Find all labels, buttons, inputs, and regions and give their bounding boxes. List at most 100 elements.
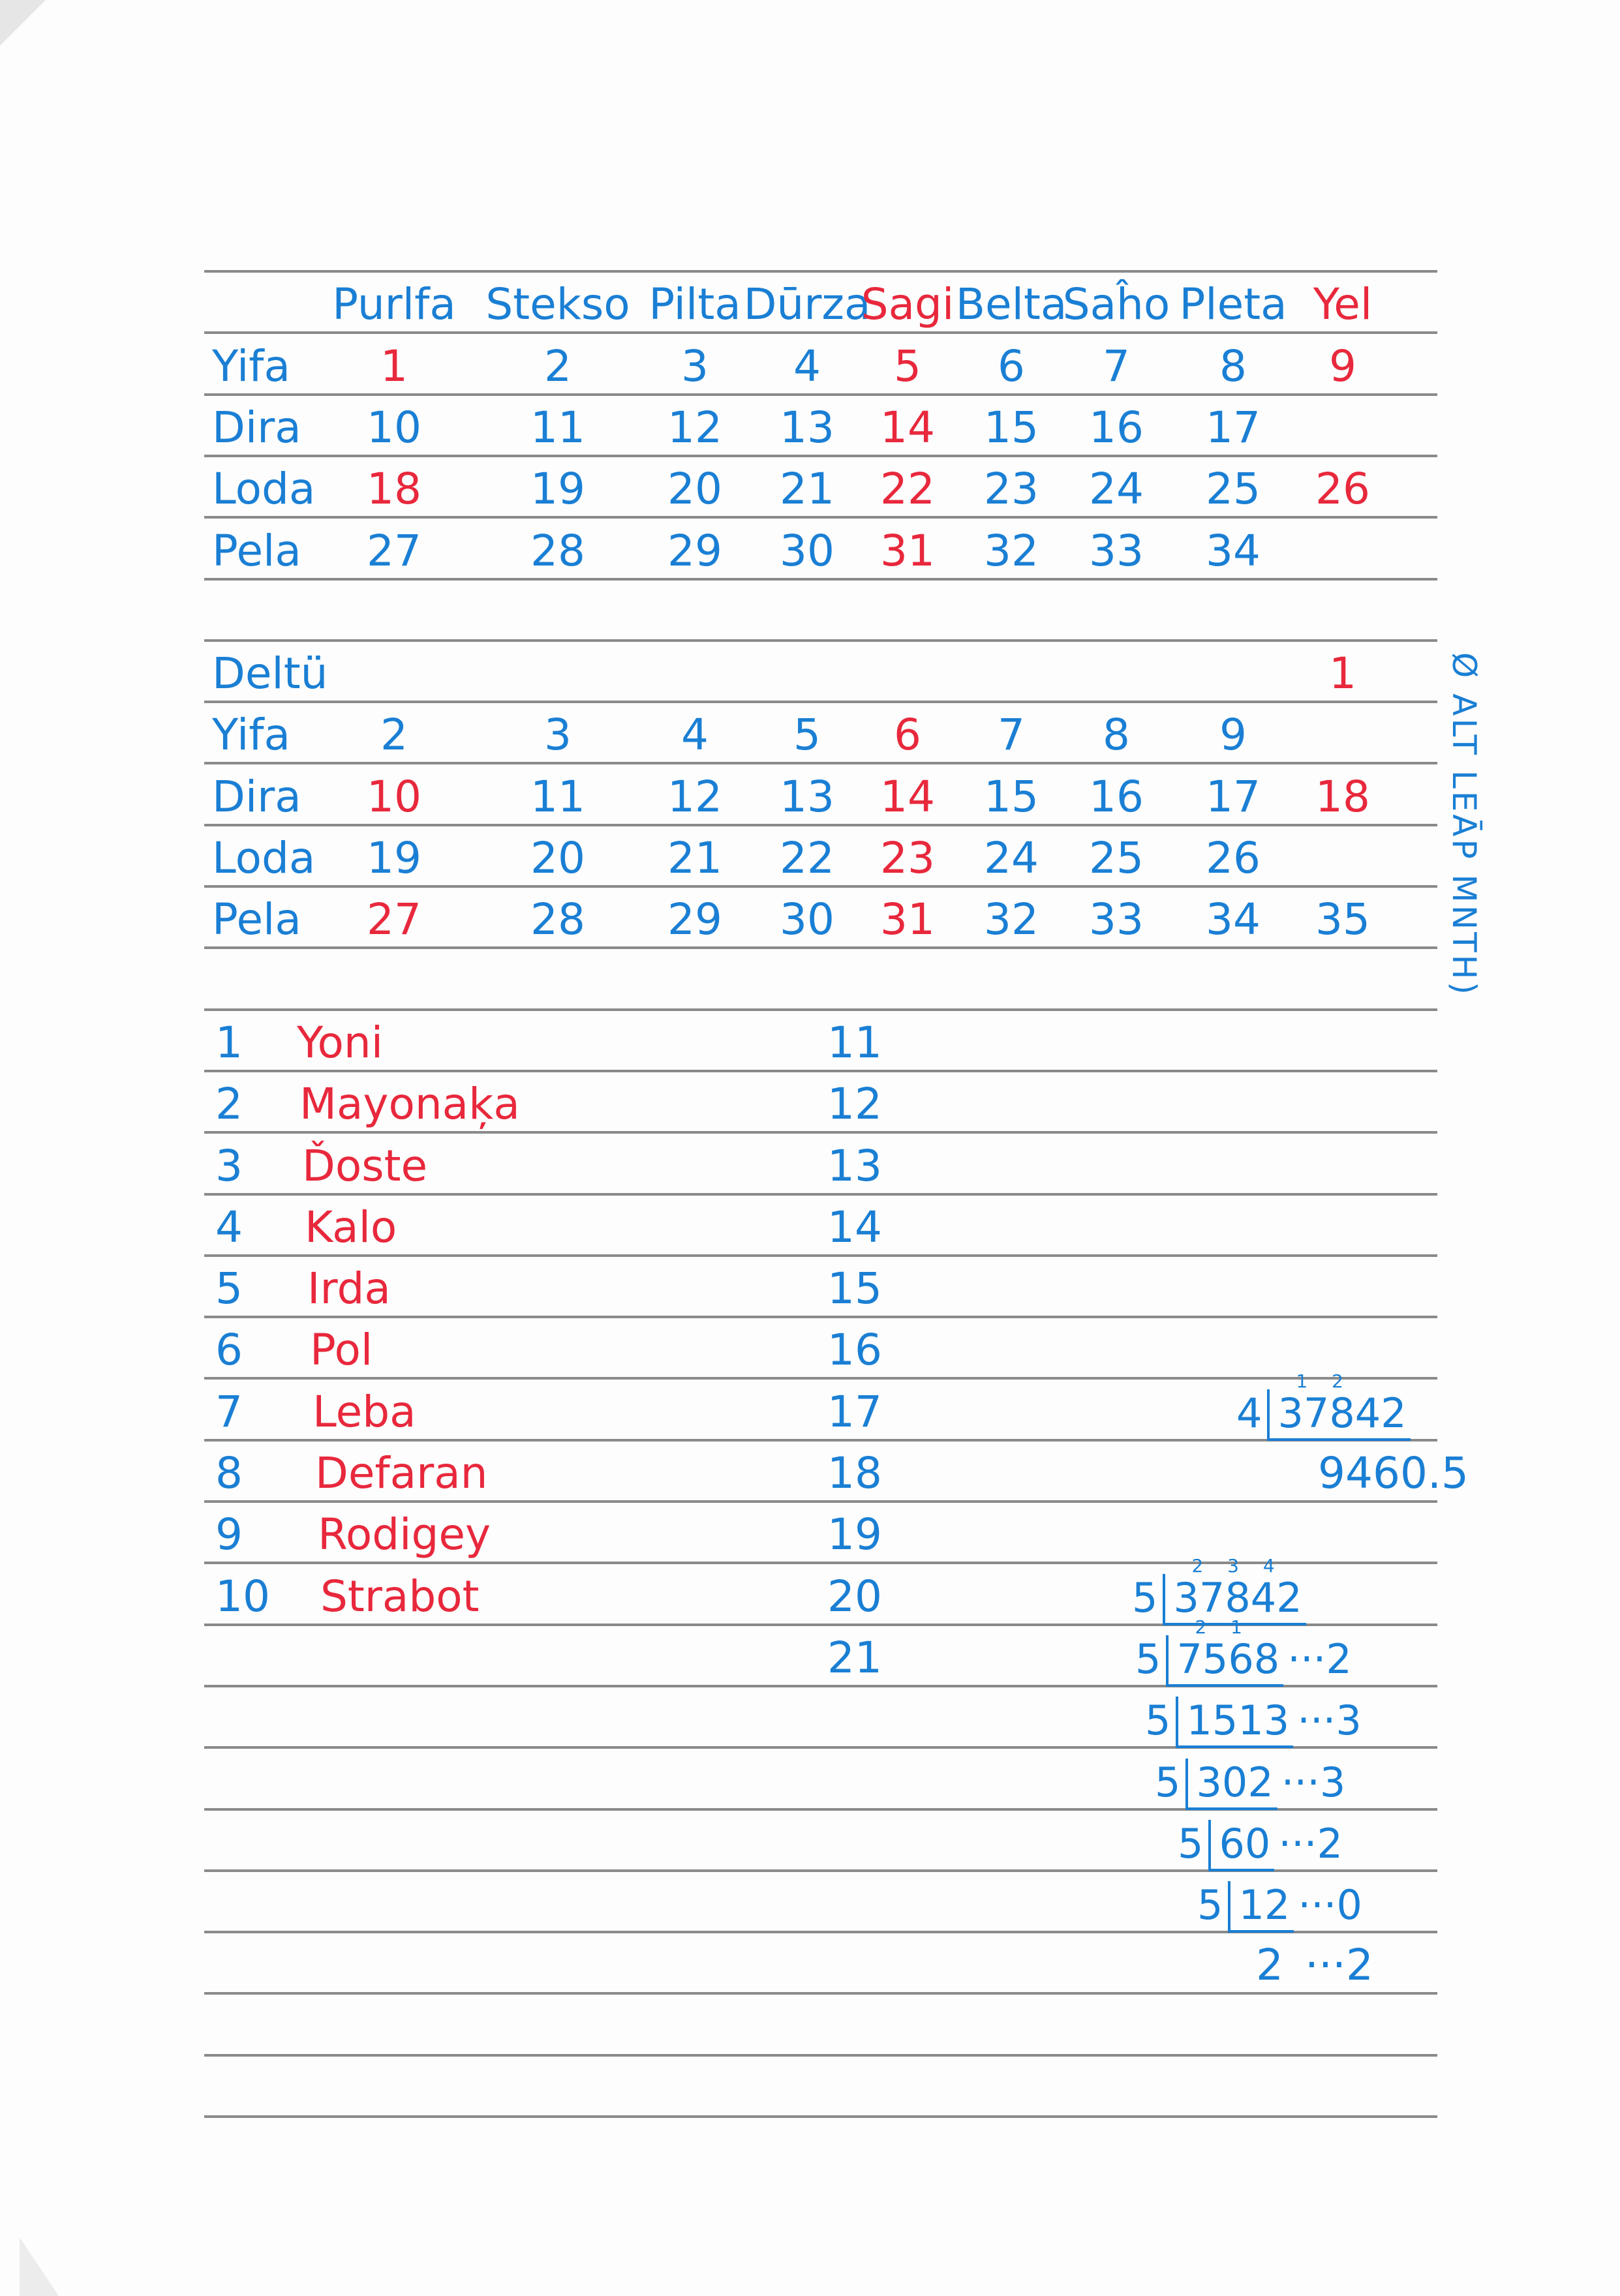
day-number: 4 [793,340,821,391]
divisor: 5 [1178,1819,1204,1867]
base5-division-step: 5 60 ···2 [1178,1819,1343,1871]
day-number: 3 [681,340,709,391]
ruled-line [204,331,1437,335]
day-number: 1 [380,340,408,391]
divisor: 5 [1135,1635,1161,1683]
day-number: 13 [780,771,834,822]
dividend-value: 1513 [1186,1697,1290,1745]
day-number: 22 [780,833,834,883]
day-number: 18 [1315,771,1370,822]
ruled-line [204,1438,1437,1442]
weekday-header: Saĥo [1062,279,1170,330]
day-number: 1 [1329,648,1356,699]
ruled-line [204,639,1437,642]
day-number: 32 [984,525,1039,576]
day-number: 31 [880,525,935,576]
ruled-line [204,454,1437,457]
dividend: 302 [1185,1758,1277,1810]
day-number: 17 [1206,402,1261,453]
ruled-line [204,1316,1437,1319]
day-number: 2 [544,340,572,391]
day-number: 24 [1089,464,1144,515]
ruled-line [204,270,1437,273]
ruled-line [204,1562,1437,1565]
day-number: 6 [998,340,1025,391]
day-number: 5 [793,710,821,761]
remainder: ···0 [1298,1881,1362,1929]
day-number: 19 [367,833,421,883]
list-number: 5 [215,1263,243,1314]
division-result: 9460.5 [1318,1448,1469,1498]
list-number: 13 [827,1140,882,1191]
week-label: Pela [212,525,301,576]
day-number: 10 [367,402,421,453]
page-corner-fold [0,0,46,46]
list-number: 20 [827,1571,882,1622]
dividend: 2 1 7568 [1166,1618,1284,1687]
week-label: Yifa [212,340,290,391]
week-label: Deltü [212,648,328,699]
ruled-line [204,885,1437,888]
ruled-line [204,1131,1437,1134]
list-name: Strabot [320,1571,480,1622]
ruled-line [204,1931,1437,1934]
day-number: 2 [380,710,408,761]
day-number: 7 [998,710,1025,761]
list-name: Irda [307,1263,391,1314]
list-number: 14 [827,1201,882,1252]
dividend: 1 2 37842 [1267,1372,1411,1441]
list-number: 17 [827,1386,882,1437]
day-number: 27 [367,894,421,945]
list-name: Ďoste [302,1140,428,1191]
list-number: 3 [215,1140,243,1191]
remainder: ···2 [1278,1819,1343,1867]
list-name: Mayonaķa [299,1079,520,1130]
carry-digits: 1 2 [1296,1370,1353,1392]
weekday-header: Stekso [485,279,630,330]
day-number: 32 [984,894,1039,945]
day-number: 8 [1219,340,1247,391]
ruled-line [204,701,1437,704]
dividend: 12 [1228,1881,1294,1933]
day-number: 29 [667,525,722,576]
day-number: 19 [530,464,585,515]
day-number: 21 [780,464,834,515]
day-number: 30 [780,525,834,576]
ruled-line [204,1192,1437,1196]
ruled-line [204,1992,1437,1995]
divisor: 5 [1145,1697,1171,1745]
list-number: 7 [215,1386,243,1437]
ruled-line [204,823,1437,826]
dividend: 60 [1208,1819,1275,1871]
day-number: 26 [1206,833,1261,883]
dividend: 1513 [1176,1697,1294,1749]
carry-digits: 2 1 [1195,1616,1251,1638]
day-number: 5 [894,340,921,391]
day-number: 29 [667,894,722,945]
dividend-value: 12 [1238,1881,1291,1929]
day-number: 23 [880,833,935,883]
list-number: 11 [827,1017,882,1068]
day-number: 15 [984,771,1039,822]
list-number: 4 [215,1201,243,1252]
day-number: 14 [880,771,935,822]
list-number: 1 [215,1017,243,1068]
divisor: 5 [1132,1573,1158,1622]
day-number: 35 [1315,894,1370,945]
day-number: 25 [1089,833,1144,883]
day-number: 22 [880,464,935,515]
divisor: 4 [1236,1389,1262,1437]
list-number: 21 [827,1632,882,1683]
ruled-line [204,1377,1437,1380]
day-number: 34 [1206,894,1261,945]
day-number: 31 [880,894,935,945]
list-name: Rodigey [318,1509,491,1560]
day-number: 11 [530,402,585,453]
day-number: 7 [1103,340,1130,391]
ruled-line [204,577,1437,581]
day-number: 33 [1089,894,1144,945]
day-number: 21 [667,833,722,883]
day-number: 23 [984,464,1039,515]
day-number: 8 [1103,710,1130,761]
